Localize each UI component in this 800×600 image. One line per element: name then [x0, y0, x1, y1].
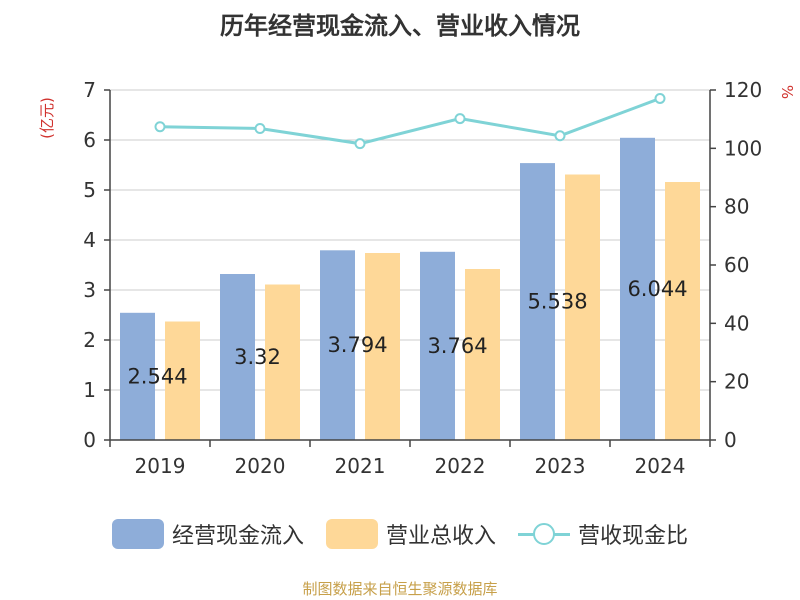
bar-revenue-2021 — [365, 253, 400, 440]
ratio-point-2020 — [254, 123, 266, 134]
bar-revenue-2019 — [165, 321, 200, 440]
right-tick-label: 0 — [724, 428, 737, 452]
legend-item-revenue[interactable]: 营业总收入 — [325, 518, 496, 550]
x-tick-label: 2020 — [235, 454, 286, 478]
left-tick-label: 1 — [83, 378, 96, 402]
ratio-point-2022 — [454, 113, 466, 125]
legend-label: 营收现金比 — [578, 524, 689, 549]
bar-cash-inflow-2020 — [220, 274, 255, 440]
right-tick-label: 120 — [724, 78, 762, 102]
legend-item-cash-inflow[interactable]: 经营现金流入 — [111, 518, 304, 550]
bar-cash-inflow-2024 — [620, 137, 655, 441]
bar-revenue-2024 — [665, 182, 700, 440]
bar-revenue-2020 — [265, 284, 300, 440]
x-tick-label: 2021 — [335, 454, 386, 478]
data-label-cash-inflow-2022: 3.764 — [427, 334, 487, 358]
left-axis-unit: (亿元) — [38, 97, 56, 139]
left-tick-label: 0 — [83, 428, 96, 452]
bar-cash-inflow-2019 — [120, 312, 155, 440]
bar-cash-inflow-2022 — [420, 251, 455, 440]
ratio-line — [159, 97, 661, 146]
x-tick-label: 2023 — [535, 454, 586, 478]
bar-revenue-2023 — [565, 174, 600, 440]
left-tick-label: 2 — [83, 328, 96, 352]
source-note: 制图数据来自恒生聚源数据库 — [302, 580, 498, 598]
axes: 0 1 2 3 4 5 6 7 0 20 40 60 80 100 120 2019 2020 2021 2022 2… — [38, 78, 796, 478]
data-label-cash-inflow-2023: 5.538 — [527, 290, 587, 314]
left-tick-label: 7 — [83, 78, 96, 102]
left-tick-label: 3 — [83, 278, 96, 302]
x-tick-label: 2022 — [435, 454, 486, 478]
right-tick-label: 60 — [724, 253, 749, 277]
chart-title: 历年经营现金流入、营业收入情况 — [220, 12, 580, 40]
right-axis-unit: % — [778, 85, 796, 99]
bar-cash-inflow-2023 — [520, 163, 555, 440]
legend-swatch-cash-inflow — [111, 519, 164, 549]
ratio-point-2021 — [354, 138, 366, 150]
data-label-cash-inflow-2019: 2.544 — [127, 364, 187, 388]
legend-swatch-revenue — [325, 519, 378, 549]
x-tick-label: 2019 — [135, 454, 186, 478]
legend-label: 营业总收入 — [385, 524, 496, 549]
legend: 经营现金流入 营业总收入 营收现金比 — [0, 516, 800, 552]
left-tick-label: 4 — [83, 228, 96, 252]
left-tick-label: 5 — [83, 178, 96, 202]
grid-lines — [110, 89, 710, 391]
right-tick-label: 40 — [724, 311, 749, 335]
data-label-cash-inflow-2024: 6.044 — [627, 277, 687, 301]
left-tick-label: 6 — [83, 128, 96, 152]
data-labels: 2.544 3.32 3.794 3.764 5.538 6.044 — [127, 277, 687, 389]
data-label-cash-inflow-2021: 3.794 — [327, 333, 387, 357]
right-tick-label: 20 — [724, 370, 749, 394]
bar-revenue-2022 — [465, 269, 500, 440]
legend-swatch-ratio — [518, 519, 570, 549]
bar-series — [120, 137, 700, 441]
right-tick-label: 80 — [724, 195, 749, 219]
data-label-cash-inflow-2020: 3.32 — [234, 345, 281, 369]
ratio-point-2019 — [154, 121, 166, 133]
right-tick-label: 100 — [724, 136, 762, 160]
ratio-point-2024 — [654, 92, 666, 104]
ratio-line-series — [154, 92, 666, 150]
bar-cash-inflow-2021 — [320, 250, 355, 440]
x-tick-label: 2024 — [635, 454, 686, 478]
legend-label: 经营现金流入 — [171, 524, 304, 549]
ratio-point-2023 — [554, 130, 566, 142]
legend-item-ratio[interactable]: 营收现金比 — [518, 518, 688, 550]
